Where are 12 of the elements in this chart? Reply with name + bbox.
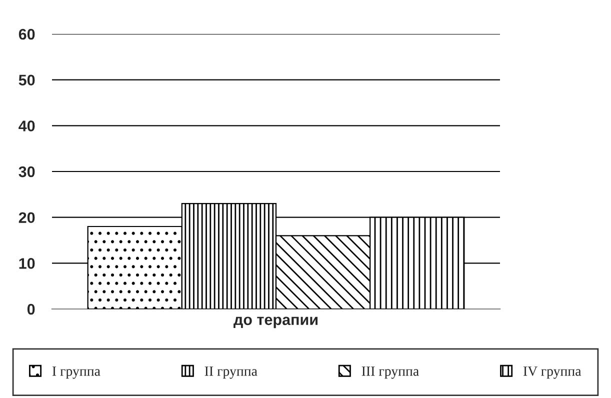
- legend-label: II группа: [204, 366, 258, 379]
- x-tick-label: до терапии: [234, 316, 318, 328]
- y-tick-label: 50: [18, 74, 35, 86]
- y-tick-label: 40: [18, 120, 35, 132]
- y-tick-label: 10: [19, 258, 35, 269]
- y-tick-label: 20: [18, 212, 35, 224]
- y-tick-label: 30: [18, 166, 35, 178]
- y-tick-label: 60: [18, 28, 35, 40]
- legend-label: III группа: [362, 366, 419, 379]
- legend-label: I группа: [52, 366, 100, 379]
- y-tick-label: 0: [27, 304, 35, 315]
- legend-label: IV группа: [523, 366, 582, 379]
